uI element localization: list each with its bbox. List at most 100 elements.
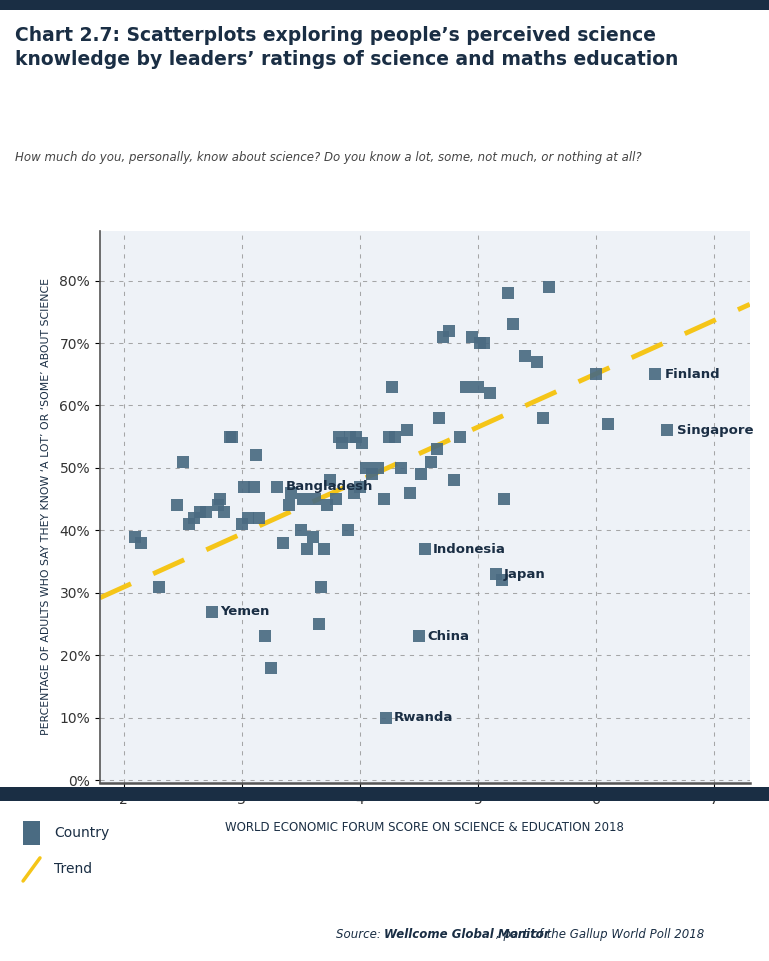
Point: [413, 628, 425, 644]
Text: Wellcome Global Monitor: Wellcome Global Monitor: [384, 927, 550, 941]
Point: [433, 410, 445, 426]
Point: [259, 628, 271, 644]
Point: [661, 423, 673, 438]
Point: [171, 498, 183, 513]
Point: [321, 498, 333, 513]
Point: [348, 485, 360, 501]
Point: [177, 454, 189, 469]
Point: [241, 510, 254, 526]
Point: [330, 491, 342, 506]
Point: [431, 441, 443, 456]
Point: [318, 541, 331, 556]
Point: [238, 479, 250, 494]
Point: [206, 604, 218, 619]
Text: Finland: Finland: [664, 368, 721, 381]
Point: [472, 379, 484, 394]
Point: [342, 523, 355, 538]
Point: [380, 710, 392, 726]
Point: [602, 416, 614, 431]
Point: [312, 616, 325, 631]
Text: W: W: [597, 836, 647, 879]
Point: [378, 491, 390, 506]
Point: [153, 579, 165, 594]
Text: Country: Country: [54, 826, 109, 840]
Point: [350, 429, 362, 444]
Text: Rwanda: Rwanda: [394, 711, 454, 725]
Point: [309, 491, 321, 506]
Point: [448, 473, 461, 488]
Point: [385, 379, 398, 394]
Point: [248, 479, 260, 494]
Point: [250, 448, 262, 463]
Text: Indonesia: Indonesia: [433, 543, 506, 555]
Point: [365, 466, 378, 481]
Text: Bangladesh: Bangladesh: [285, 480, 373, 493]
Text: Yemen: Yemen: [221, 605, 270, 618]
Text: wellcome: wellcome: [591, 919, 654, 931]
Point: [283, 498, 295, 513]
Point: [195, 504, 207, 519]
Point: [371, 460, 384, 476]
Point: [501, 285, 514, 301]
Text: Chart 2.7: Scatterplots exploring people’s perceived science
knowledge by leader: Chart 2.7: Scatterplots exploring people…: [15, 26, 679, 69]
Point: [649, 366, 661, 382]
Point: [218, 504, 230, 519]
Point: [490, 566, 502, 581]
Point: [537, 410, 549, 426]
Point: [484, 385, 496, 401]
Point: [345, 429, 357, 444]
Point: [356, 435, 368, 451]
Point: [182, 516, 195, 531]
Point: [418, 541, 431, 556]
Bar: [0, 787, 769, 801]
Text: Japan: Japan: [504, 568, 546, 580]
Bar: [0, 0, 769, 10]
FancyBboxPatch shape: [23, 821, 40, 846]
Text: Singapore: Singapore: [677, 424, 753, 437]
Point: [519, 348, 531, 363]
Point: [590, 366, 602, 382]
Point: [437, 329, 449, 344]
Text: China: China: [428, 630, 469, 643]
Point: [265, 660, 278, 676]
Point: [442, 323, 454, 338]
Point: [474, 335, 487, 351]
Point: [466, 329, 478, 344]
Point: [235, 516, 248, 531]
Point: [389, 429, 401, 444]
Point: [224, 429, 236, 444]
Point: [454, 429, 467, 444]
Point: [332, 429, 345, 444]
Point: [395, 460, 408, 476]
Point: [188, 510, 201, 526]
Point: [285, 485, 298, 501]
Point: [295, 523, 307, 538]
Point: [543, 279, 555, 294]
Point: [271, 479, 283, 494]
X-axis label: WORLD ECONOMIC FORUM SCORE ON SCIENCE & EDUCATION 2018: WORLD ECONOMIC FORUM SCORE ON SCIENCE & …: [225, 821, 624, 834]
Point: [226, 429, 238, 444]
Point: [404, 485, 416, 501]
Point: [297, 491, 309, 506]
Point: [478, 335, 490, 351]
Point: [315, 579, 327, 594]
Text: , part of the Gallup World Poll 2018: , part of the Gallup World Poll 2018: [496, 927, 704, 941]
Point: [401, 423, 413, 438]
Point: [253, 510, 265, 526]
Point: [460, 379, 472, 394]
Point: [354, 479, 366, 494]
Point: [301, 541, 313, 556]
Point: [415, 466, 428, 481]
Point: [277, 535, 289, 551]
Y-axis label: PERCENTAGE OF ADULTS WHO SAY THEY KNOW ‘A LOT’ OR ‘SOME’ ABOUT SCIENCE: PERCENTAGE OF ADULTS WHO SAY THEY KNOW ‘…: [42, 279, 52, 735]
Point: [336, 435, 348, 451]
Point: [307, 529, 319, 544]
Text: Source:: Source:: [336, 927, 384, 941]
Point: [508, 316, 520, 332]
Point: [129, 529, 141, 544]
Point: [360, 460, 372, 476]
Point: [531, 354, 543, 369]
Point: [135, 535, 148, 551]
Point: [495, 573, 508, 588]
Point: [325, 473, 337, 488]
